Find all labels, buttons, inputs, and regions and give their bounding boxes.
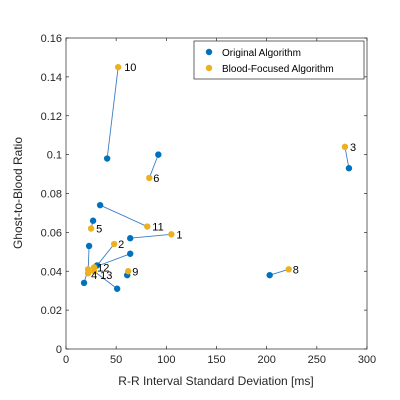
point-label-12: 12 [97, 262, 109, 274]
y-tick-label: 0.08 [41, 189, 62, 201]
blood-focused-point-6 [146, 174, 153, 182]
blood-focused-point-2 [110, 240, 118, 248]
blood-focused-point-5 [87, 225, 95, 232]
blood-focused-point-11 [144, 223, 151, 230]
original-point-11 [96, 201, 104, 209]
x-axis-label: R-R Interval Standard Deviation [ms] [118, 374, 313, 388]
plot-box [65, 37, 368, 350]
point-label-10: 10 [124, 62, 136, 74]
original-point-8 [266, 271, 273, 279]
point-label-5: 5 [96, 223, 102, 235]
legend-box [193, 40, 365, 80]
pair-connectors [83, 67, 350, 290]
blood-focused-point-3 [341, 143, 349, 151]
data-markers [80, 63, 353, 292]
connector-6 [148, 154, 159, 179]
legend-label-1: Blood-Focused Algorithm [222, 64, 334, 75]
connector-11 [99, 204, 148, 227]
y-tick-label: 0 [56, 344, 62, 356]
connector-13 [93, 270, 118, 290]
blood-focused-point-1 [168, 231, 175, 238]
connector-2 [96, 243, 115, 266]
y-tick-label: 0.14 [41, 72, 62, 84]
y-tick-label: 0.04 [41, 266, 62, 278]
legend-marker-1 [205, 64, 213, 72]
connector-10 [106, 67, 119, 159]
x-tick-label: 250 [308, 354, 326, 366]
x-tick-label: 100 [157, 354, 175, 366]
original-point-5 [89, 217, 97, 224]
original-point-4 [85, 242, 93, 250]
x-tick-label: 50 [110, 354, 122, 366]
blood-focused-point-8 [285, 266, 292, 273]
connector-3 [344, 146, 350, 169]
y-tick-label: 0.12 [41, 111, 62, 123]
x-tick-label: 300 [358, 354, 376, 366]
blood-focused-point-13 [90, 268, 98, 275]
connector-1 [130, 233, 172, 239]
original-point-13 [113, 285, 121, 292]
original-point-12 [127, 250, 134, 257]
legend-label-0: Original Algorithm [222, 48, 301, 59]
legend: Original Algorithm Blood-Focused Algorith… [193, 40, 365, 80]
x-tick-label: 150 [207, 354, 225, 366]
x-tick-label: 200 [257, 354, 275, 366]
connector-8 [269, 268, 289, 276]
y-tick-label: 0.1 [47, 150, 62, 162]
point-label-11: 11 [152, 222, 163, 234]
original-point-7 [80, 279, 88, 287]
y-tick-label: 0.06 [41, 227, 62, 239]
original-point-6 [155, 151, 162, 158]
point-label-1: 1 [176, 229, 182, 241]
blood-focused-point-9 [125, 268, 132, 275]
original-point-1 [127, 235, 134, 242]
point-label-3: 3 [350, 142, 356, 154]
x-tick-label: 0 [63, 354, 69, 366]
point-label-4: 4 [91, 270, 97, 282]
point-label-6: 6 [153, 173, 159, 185]
blood-focused-point-10 [114, 63, 122, 71]
point-label-2: 2 [118, 239, 124, 251]
point-label-13: 13 [100, 270, 112, 282]
y-axis-label: Ghost-to-Blood Ratio [11, 137, 25, 249]
point-label-8: 8 [293, 264, 299, 276]
legend-marker-0 [205, 48, 213, 56]
point-label-9: 9 [132, 266, 138, 278]
y-tick-label: 0.02 [41, 305, 62, 317]
blood-focused-point-7 [84, 266, 92, 273]
original-point-10 [103, 155, 111, 162]
axes: 0 50 100 150 200 250 300 0 0.02 0.04 0.06 0.08 0.1 0.… [41, 33, 377, 366]
original-point-3 [345, 165, 353, 172]
y-tick-label: 0.16 [41, 33, 62, 45]
